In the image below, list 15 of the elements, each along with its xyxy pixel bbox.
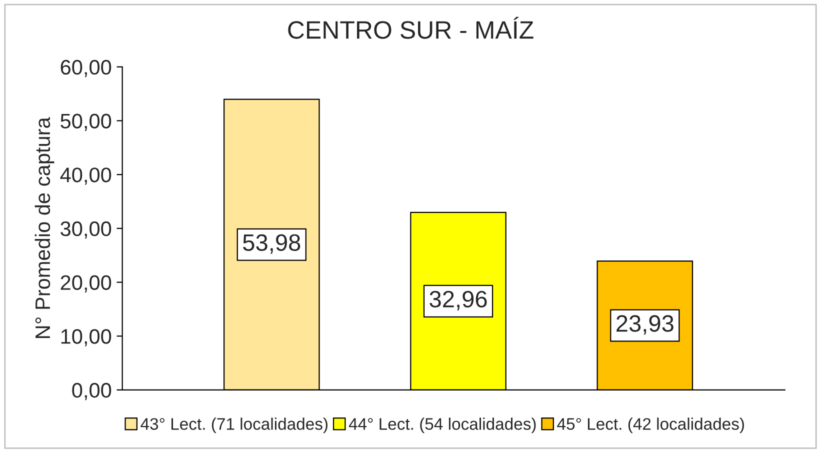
legend-label: 43° Lect. (71 localidades) <box>140 418 328 434</box>
y-tick-label: 0,00 <box>72 382 112 400</box>
y-tick-label: 30,00 <box>60 221 112 239</box>
data-label: 32,96 <box>430 290 487 310</box>
data-label: 23,93 <box>616 315 674 335</box>
y-axis-title: N° Promedio de captura <box>34 117 54 338</box>
y-tick-label: 50,00 <box>60 114 112 131</box>
legend-label: 44° Lect. (54 localidades) <box>348 418 536 434</box>
y-tick-label: 40,00 <box>60 168 112 185</box>
y-tick-label: 10,00 <box>61 329 112 346</box>
y-tick-label: 20,00 <box>60 275 112 292</box>
chart-title: CENTRO SUR - MAÍZ <box>288 16 534 39</box>
legend-label: 45° Lect. (42 localidades) <box>557 418 744 434</box>
y-tick-label: 60,00 <box>60 60 112 78</box>
data-label: 53,98 <box>243 234 300 254</box>
